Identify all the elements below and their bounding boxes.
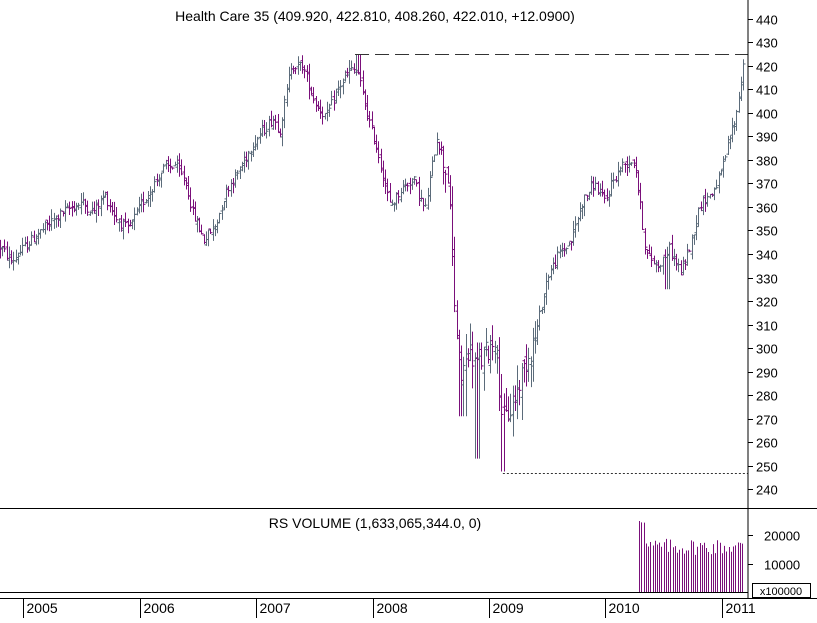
y-tick-label: 340 [756,248,778,263]
y-tick-label: 410 [756,83,778,98]
volume-bars [639,521,743,592]
y-tick-label: 260 [756,436,778,451]
volume-y-tick-label: 20000 [764,529,800,544]
y-tick-label: 280 [756,389,778,404]
x-tick-label: 2010 [609,600,640,616]
volume-unit-box [752,583,811,598]
x-tick-label: 2008 [377,600,408,616]
y-tick-label: 420 [756,60,778,75]
y-tick-label: 320 [756,295,778,310]
y-tick-label: 240 [756,483,778,498]
y-tick-label: 350 [756,224,778,239]
price-y-axis: 240 250 260 270 280 290 300 310 320 330 340 350 360 3… [748,13,778,498]
y-tick-label: 430 [756,36,778,51]
volume-unit-label: x100000 [760,586,802,598]
y-tick-label: 290 [756,366,778,381]
y-tick-label: 310 [756,319,778,334]
x-tick-label: 2005 [27,600,58,616]
y-tick-label: 250 [756,460,778,475]
y-tick-label: 380 [756,154,778,169]
y-tick-label: 440 [756,13,778,28]
x-tick-label: 2006 [144,600,175,616]
price-bars [0,54,746,472]
y-tick-label: 390 [756,130,778,145]
x-tick-label: 2009 [493,600,524,616]
y-tick-label: 330 [756,272,778,287]
x-tick-label: 2007 [260,600,291,616]
price-annotations [355,54,748,474]
x-axis: 2005 2006 2007 2008 2009 2010 2011 [23,598,756,618]
y-tick-label: 370 [756,177,778,192]
volume-y-tick-label: 10000 [764,558,800,573]
y-tick-label: 300 [756,342,778,357]
y-tick-label: 400 [756,107,778,122]
price-chart-title: Health Care 35 (409.920, 422.810, 408.26… [175,8,575,24]
volume-chart-title: RS VOLUME (1,633,065,344.0, 0) [269,515,481,531]
y-tick-label: 360 [756,201,778,216]
x-tick-label: 2011 [726,600,756,616]
y-tick-label: 270 [756,413,778,428]
volume-y-axis: 10000 20000 [748,529,800,573]
